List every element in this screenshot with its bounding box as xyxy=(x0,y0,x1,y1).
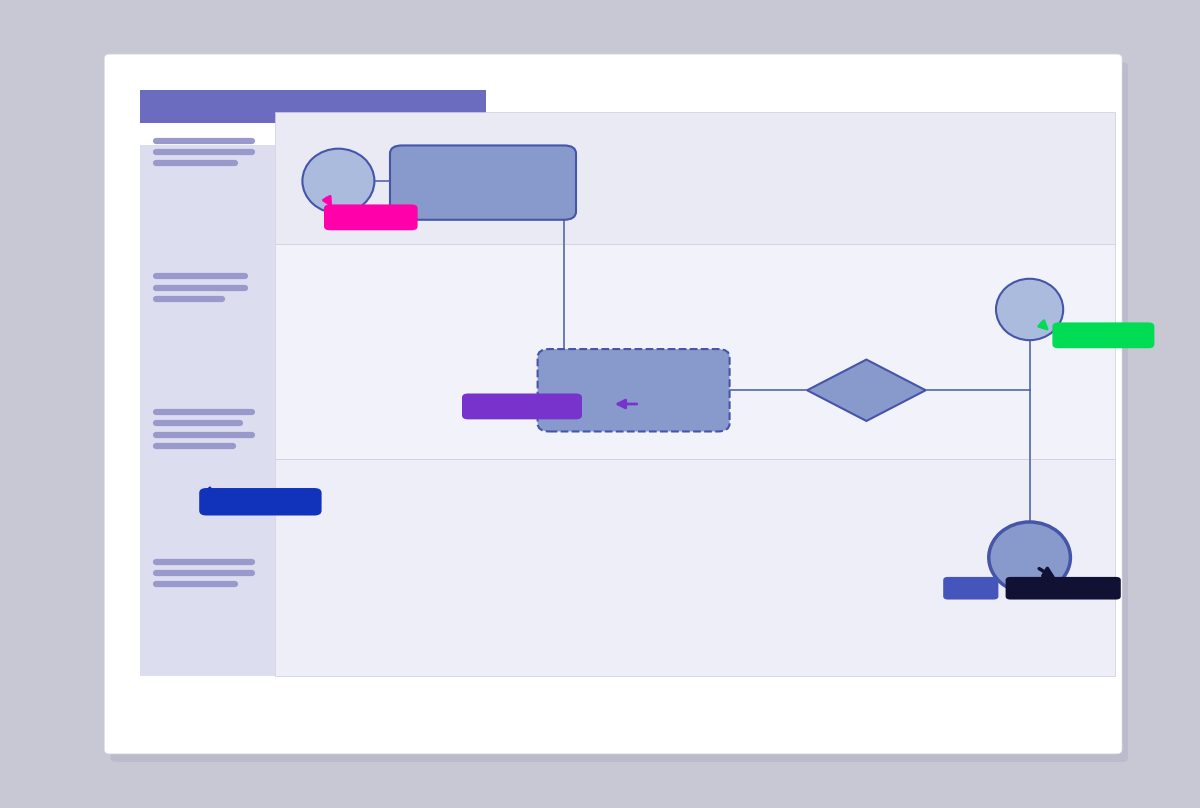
Bar xyxy=(140,145,275,676)
Bar xyxy=(140,90,486,123)
Bar xyxy=(275,459,1115,676)
FancyBboxPatch shape xyxy=(390,145,576,220)
FancyBboxPatch shape xyxy=(324,204,418,230)
FancyBboxPatch shape xyxy=(462,393,582,419)
Ellipse shape xyxy=(996,279,1063,340)
FancyBboxPatch shape xyxy=(538,349,730,431)
FancyBboxPatch shape xyxy=(199,488,322,516)
FancyBboxPatch shape xyxy=(1052,322,1154,348)
FancyBboxPatch shape xyxy=(1006,577,1121,600)
Ellipse shape xyxy=(989,522,1070,593)
Polygon shape xyxy=(808,360,925,421)
FancyBboxPatch shape xyxy=(110,62,1128,762)
Bar xyxy=(275,244,1115,459)
FancyBboxPatch shape xyxy=(104,54,1122,754)
Ellipse shape xyxy=(302,149,374,213)
FancyBboxPatch shape xyxy=(943,577,998,600)
Bar xyxy=(275,112,1115,244)
